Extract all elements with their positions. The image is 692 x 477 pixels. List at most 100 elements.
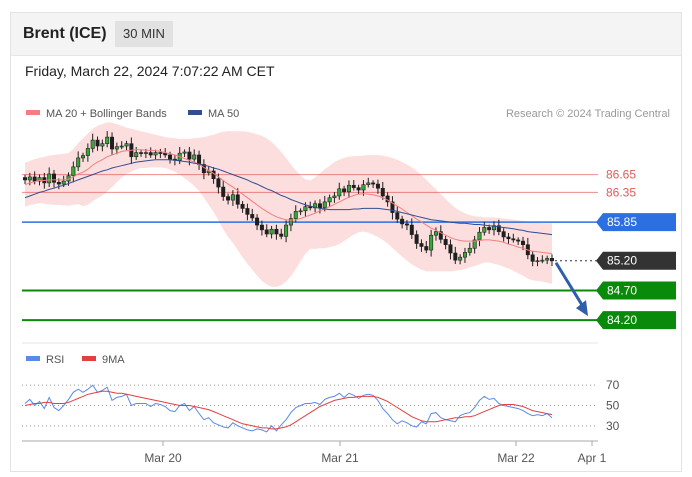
candle-body (313, 203, 318, 209)
candle-body (458, 256, 463, 261)
candle-body (501, 231, 506, 238)
candle-body (530, 254, 535, 262)
forecast-arrow-shaft (554, 261, 586, 309)
legend-ma50-label: MA 50 (208, 108, 239, 120)
chart-header: Brent (ICE) 30 MIN (11, 13, 681, 56)
rsi-plot: 70 50 30 (22, 378, 620, 433)
candle-body (356, 187, 361, 191)
candle-body (158, 152, 163, 154)
candle-body (279, 233, 284, 237)
candle-body (119, 145, 124, 148)
candle-body (337, 188, 342, 197)
level-tag-84-20 (596, 311, 676, 330)
price-plot: 86.65 86.35 85.85 85.20 84.70 84.20 (22, 122, 676, 330)
candle-body (520, 240, 525, 245)
candle-body (404, 223, 409, 226)
candle-body (308, 206, 313, 209)
instrument-title: Brent (ICE) (23, 25, 107, 42)
bollinger-band (25, 122, 552, 287)
legend-ma50-swatch (188, 110, 202, 115)
candle-body (168, 154, 173, 160)
timeframe-badge[interactable]: 30 MIN (115, 21, 173, 47)
candle-body (81, 155, 86, 159)
legend-9ma-label: 9MA (102, 354, 125, 366)
x-tick-label: Mar 20 (144, 451, 182, 465)
candle-body (535, 260, 540, 263)
candle-body (255, 217, 260, 226)
level-label-84-70: 84.70 (607, 283, 637, 297)
9ma-line (24, 390, 553, 430)
candle-body (419, 243, 424, 247)
candle-body (240, 203, 245, 209)
candle-body (284, 224, 289, 237)
level-tag-85-85 (596, 213, 676, 232)
candle-body (124, 143, 129, 147)
candle-body (395, 212, 400, 220)
candle-body (346, 184, 351, 193)
candle-body (139, 152, 144, 154)
candle-body (235, 194, 240, 205)
candle-body (550, 258, 554, 262)
candle-body (303, 206, 308, 212)
level-label-85-20: 85.20 (607, 254, 637, 268)
candle-body (221, 186, 226, 197)
rsi-tick-label-30: 30 (606, 419, 620, 433)
candle-body (192, 154, 197, 160)
candle-body (496, 225, 501, 232)
candle-body (197, 154, 202, 165)
candle-body (293, 211, 298, 219)
candle-body (27, 176, 32, 181)
candle-body (424, 246, 429, 251)
candle-body (148, 152, 153, 156)
candle-body (143, 152, 148, 154)
candle-body (259, 224, 264, 231)
candle-body (269, 228, 274, 235)
candle-body (76, 157, 81, 168)
candle-body (52, 173, 57, 183)
candle-body (453, 252, 458, 261)
candle-body (245, 208, 250, 215)
legend-9ma-swatch (82, 356, 96, 361)
rsi-tick-label-70: 70 (606, 378, 620, 392)
candle-body (516, 239, 521, 242)
level-label-86-35: 86.35 (606, 185, 636, 199)
candle-body (409, 224, 414, 235)
candle-body (327, 197, 332, 203)
candle-body (317, 203, 322, 209)
level-tag-85-20 (596, 251, 676, 270)
candle-body (448, 244, 453, 254)
x-tick-label: Mar 21 (321, 451, 359, 465)
ma50-line (24, 159, 553, 236)
candle-body (414, 234, 419, 244)
x-axis: Mar 20 Mar 21 Mar 22 Apr 1 (144, 441, 607, 465)
candle-body (114, 146, 119, 150)
rsi-line (24, 384, 553, 433)
candle-body (467, 247, 472, 253)
candle-body (230, 194, 235, 201)
legend-ma20-label: MA 20 + Bollinger Bands (46, 108, 167, 120)
candle-body (23, 177, 27, 181)
candle-body (462, 252, 467, 258)
candle-body (322, 201, 327, 209)
candle-body (472, 239, 477, 249)
credit-text: Research © 2024 Trading Central (506, 108, 670, 120)
candle-body (95, 139, 100, 147)
rsi-tick-label-50: 50 (606, 399, 620, 413)
candle-body (61, 180, 66, 185)
candle-body (506, 236, 511, 240)
candle-body (250, 214, 255, 219)
legend-ma20-swatch (26, 110, 40, 115)
candle-body (71, 166, 76, 177)
candle-body (433, 231, 438, 236)
candle-body (163, 152, 168, 156)
level-label-86-65: 86.65 (606, 168, 636, 182)
level-label-85-85: 85.85 (607, 215, 637, 229)
candle-body (110, 136, 115, 150)
candle-body (134, 152, 139, 158)
candle-body (390, 201, 395, 213)
candle-body (429, 234, 434, 251)
candle-body (351, 184, 356, 188)
candle-body (105, 136, 110, 144)
level-label-84-20: 84.20 (607, 313, 637, 327)
candle-body (182, 151, 187, 154)
